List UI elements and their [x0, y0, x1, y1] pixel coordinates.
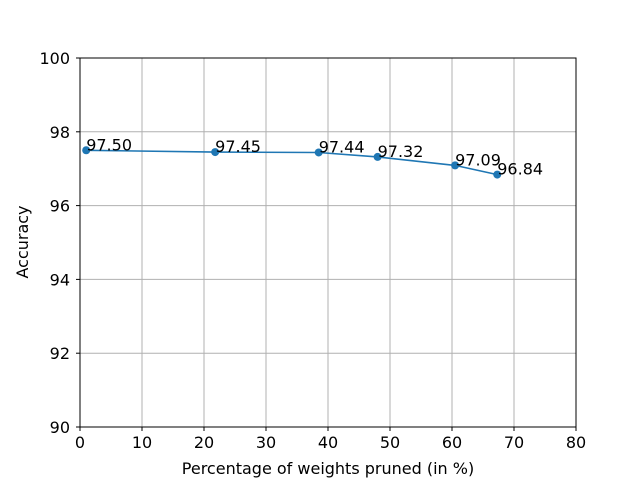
grid	[79, 57, 577, 428]
data-label: 97.50	[86, 135, 132, 154]
x-tick-label: 0	[75, 433, 85, 452]
y-tick-label: 96	[50, 197, 70, 216]
x-tick-label: 50	[380, 433, 400, 452]
data-point	[82, 146, 91, 155]
x-tick-label: 40	[318, 433, 338, 452]
y-tick-label: 98	[50, 123, 70, 142]
data-point	[493, 170, 502, 179]
data-point	[373, 152, 382, 161]
y-axis-title: Accuracy	[13, 205, 32, 278]
data-point	[211, 148, 220, 157]
data-label: 97.09	[455, 150, 501, 169]
data-label: 97.45	[215, 137, 261, 156]
x-tick-label: 70	[504, 433, 524, 452]
y-tick-label: 100	[39, 49, 70, 68]
x-tick-label: 60	[442, 433, 462, 452]
axis-ticks: 0 10 20 30 40 50 60 70 80 90 92 94 96 98 100	[39, 49, 586, 452]
y-tick-label: 92	[50, 344, 70, 363]
x-axis-title: Percentage of weights pruned (in %)	[182, 459, 474, 478]
data-label: 97.44	[319, 137, 365, 156]
series-line	[86, 149, 498, 176]
data-label: 97.32	[378, 142, 424, 161]
data-label: 96.84	[497, 160, 543, 179]
x-tick-label: 20	[194, 433, 214, 452]
x-tick-label: 10	[132, 433, 152, 452]
x-tick-label: 30	[256, 433, 276, 452]
x-tick-label: 80	[566, 433, 586, 452]
plot-frame	[79, 57, 577, 428]
data-point	[314, 148, 323, 157]
y-tick-label: 94	[50, 270, 70, 289]
data-point	[451, 161, 460, 170]
y-tick-label: 90	[50, 418, 70, 437]
